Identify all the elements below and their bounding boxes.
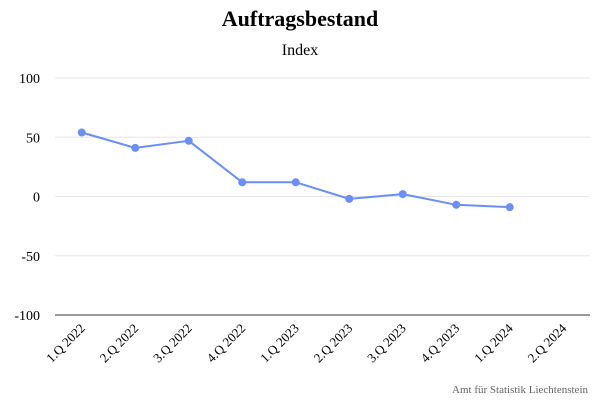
y-tick-label: -50 (21, 250, 40, 265)
data-point (398, 190, 407, 199)
data-point (77, 128, 86, 137)
data-point (238, 178, 247, 187)
credit-label: Amt für Statistik Liechtenstein (452, 384, 588, 396)
x-tick-label: 2.Q 2023 (311, 321, 356, 366)
data-point (345, 194, 354, 203)
series-line (81, 131, 510, 209)
x-tick-label: 2.Q 2022 (97, 321, 142, 366)
x-tick-label: 2.Q 2024 (525, 320, 570, 365)
x-tick-label: 3.Q 2022 (150, 321, 195, 366)
x-tick-label: 4.Q 2023 (418, 321, 463, 366)
data-point (452, 200, 461, 209)
x-tick-label: 1.Q 2023 (257, 321, 302, 366)
x-tick-label: 4.Q 2022 (204, 321, 249, 366)
y-tick-label: 100 (19, 72, 40, 87)
chart-title: Auftragsbestand (221, 6, 379, 31)
data-point (291, 178, 300, 187)
data-point (131, 143, 140, 152)
y-tick-label: 50 (26, 131, 40, 146)
chart-subtitle: Index (281, 42, 319, 59)
x-tick-label: 3.Q 2023 (364, 321, 409, 366)
x-tick-label: 1.Q 2022 (43, 321, 88, 366)
y-tick-label: 0 (33, 191, 40, 206)
x-tick-label: 1.Q 2024 (471, 320, 516, 365)
data-point (505, 203, 514, 212)
data-point (184, 136, 193, 145)
y-tick-label: -100 (14, 309, 40, 324)
